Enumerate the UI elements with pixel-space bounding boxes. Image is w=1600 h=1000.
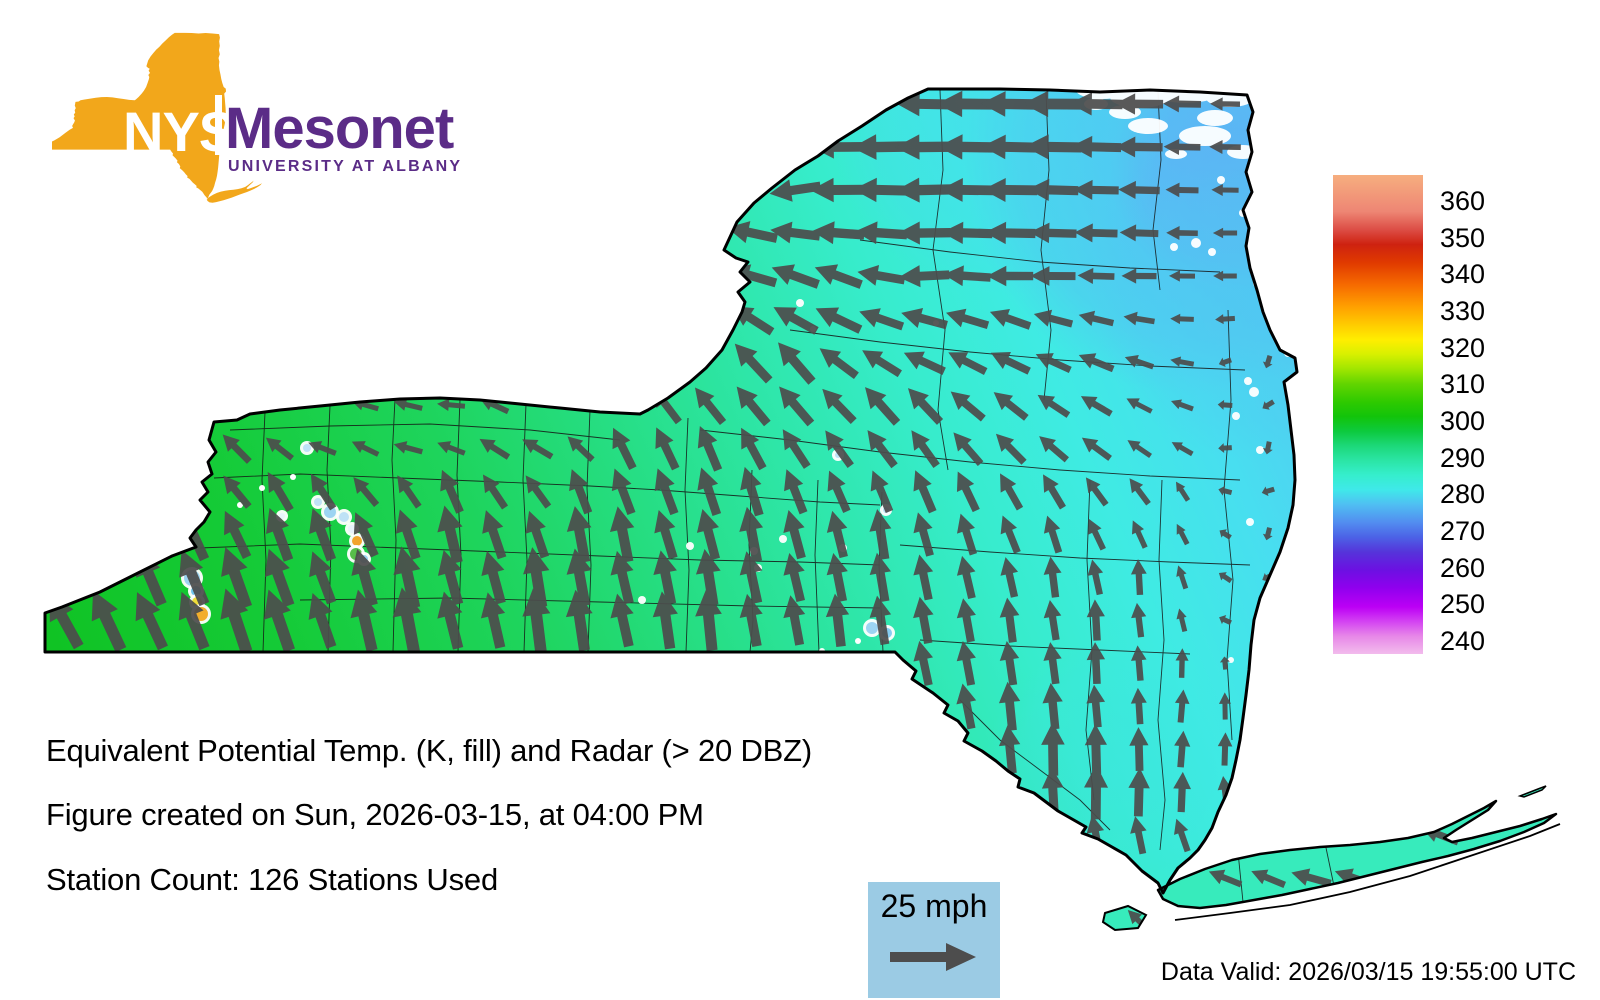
staten-island-fill (1103, 906, 1146, 930)
wind-scale-label: 25 mph (880, 888, 988, 924)
colorbar-tick-label: 290 (1440, 442, 1486, 473)
logo-state-icon (52, 32, 263, 203)
logo-mesonet-text: Mesonet (225, 96, 454, 161)
wind-scale-box (868, 882, 1000, 998)
long-island-border (1156, 799, 1558, 910)
colorbar-tick-label: 270 (1440, 515, 1486, 546)
colorbar-tick-label: 320 (1440, 332, 1486, 363)
colorbar-tick-label: 310 (1440, 369, 1486, 400)
barrier-beach-line (1174, 823, 1561, 921)
colorbar-tick-label: 300 (1440, 405, 1486, 436)
map-title: Equivalent Potential Temp. (K, fill) and… (46, 733, 812, 768)
logo-nys-text: NYS (123, 100, 236, 163)
colorbar-tick-label: 250 (1440, 589, 1486, 620)
wind-scale-legend (868, 882, 1000, 998)
station-count-label: Station Count: 126 Stations Used (46, 862, 499, 897)
colorbar-tick-label: 330 (1440, 295, 1486, 326)
logo-divider (215, 95, 222, 155)
data-valid-label: Data Valid: 2026/03/15 19:55:00 UTC (1160, 958, 1576, 986)
temperature-colorbar (1333, 175, 1423, 654)
fishers-island-border (1517, 785, 1547, 798)
staten-island-border (1101, 904, 1148, 932)
wind-vector-arrows (49, 90, 1460, 930)
logo-affiliation-text: UNIVERSITY AT ALBANY (228, 158, 463, 175)
wind-scale-arrow-icon (890, 943, 976, 971)
colorbar-tick-label: 350 (1440, 222, 1486, 253)
state-border (43, 87, 1299, 895)
colorbar-tick-label: 360 (1440, 186, 1486, 216)
figure-created-label: Figure created on Sun, 2026-03-15, at 04… (46, 797, 704, 832)
long-island-fill (1158, 801, 1556, 908)
colorbar-tick-label: 340 (1440, 259, 1486, 290)
colorbar-tick-label: 260 (1440, 552, 1486, 583)
colorbar-tick-label: 280 (1440, 479, 1486, 510)
nys-mesonet-logo (52, 32, 263, 203)
colorbar-tick-label: 240 (1440, 625, 1486, 656)
